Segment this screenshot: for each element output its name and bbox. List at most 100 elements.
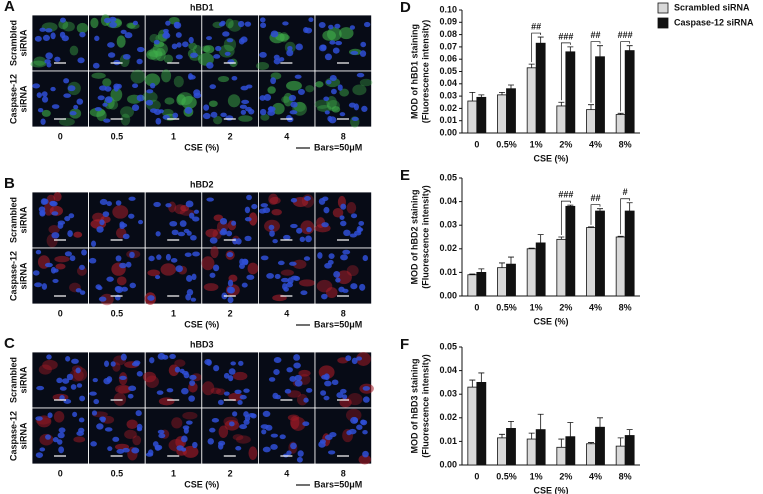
column-label: 2 (228, 308, 233, 318)
nucleus (324, 434, 333, 441)
nucleus (184, 107, 193, 114)
stain (113, 392, 127, 406)
nucleus (206, 197, 214, 202)
nucleus (77, 57, 85, 64)
error-bar (537, 36, 544, 44)
nucleus (348, 102, 356, 108)
nucleus (237, 400, 243, 405)
stain (210, 246, 219, 259)
bar (476, 96, 487, 134)
nucleus (263, 93, 272, 101)
nucleus (232, 411, 238, 417)
nucleus (227, 296, 234, 304)
micrograph (314, 247, 372, 305)
nucleus (39, 27, 46, 32)
nucleus (174, 366, 181, 373)
stain (54, 255, 70, 263)
micrograph (144, 191, 203, 249)
nucleus (306, 387, 313, 393)
stain (228, 20, 242, 32)
nucleus (282, 283, 288, 291)
error-bar (499, 92, 505, 95)
bar (624, 210, 635, 297)
stain (314, 99, 330, 109)
stain (272, 102, 285, 115)
x-tick-label: 0 (474, 471, 479, 481)
bar (506, 88, 516, 134)
nucleus (321, 293, 328, 300)
nucleus (46, 354, 52, 360)
nucleus (39, 447, 46, 452)
nucleus (122, 447, 130, 453)
nucleus (218, 22, 225, 27)
micrograph (31, 351, 89, 409)
nucleus (260, 17, 266, 23)
legend-label: Scrambled siRNA (674, 2, 750, 12)
error-bar (597, 417, 603, 428)
nucleus (212, 264, 220, 272)
nucleus (149, 82, 156, 89)
nucleus (93, 398, 100, 405)
nucleus (240, 36, 248, 43)
nucleus (340, 254, 348, 261)
nucleus (290, 275, 299, 280)
nucleus (335, 277, 341, 283)
nucleus (304, 195, 311, 201)
stain (322, 30, 336, 41)
stain (331, 106, 341, 113)
nucleus (308, 17, 314, 23)
nucleus (59, 394, 65, 401)
nucleus (229, 421, 235, 427)
nucleus (356, 424, 363, 430)
nucleus (228, 286, 236, 294)
stain (42, 359, 58, 370)
nucleus (157, 429, 165, 434)
nucleus (129, 282, 136, 289)
error-bar (558, 101, 565, 106)
nucleus (44, 262, 53, 268)
error-bar (617, 437, 624, 447)
nucleus (303, 26, 309, 34)
nucleus (76, 430, 84, 436)
bar (526, 248, 537, 297)
x-tick-label: 0 (474, 139, 479, 149)
nucleus (260, 203, 269, 208)
error-bar (567, 46, 574, 52)
nucleus (75, 367, 81, 374)
micrograph (88, 407, 146, 465)
nucleus (189, 374, 197, 380)
nucleus (240, 109, 247, 115)
panel-letter: B (4, 175, 15, 192)
column-label: 0.5 (111, 131, 124, 141)
row-label: Scrambled (8, 20, 18, 66)
nucleus (329, 75, 337, 82)
nucleus (176, 445, 184, 451)
nucleus (328, 253, 335, 259)
nucleus (243, 419, 250, 425)
x-label: CSE (%) (184, 142, 219, 152)
nucleus (340, 220, 347, 227)
nucleus (359, 283, 366, 291)
bar (467, 274, 478, 297)
nucleus (241, 258, 249, 265)
nucleus (273, 368, 280, 376)
stain (202, 381, 215, 396)
nucleus (165, 253, 171, 261)
nucleus (360, 41, 367, 48)
nucleus (272, 238, 278, 244)
error-bar (499, 262, 505, 268)
nucleus (270, 433, 279, 438)
nucleus (342, 249, 351, 255)
stain (91, 72, 106, 79)
nucleus (290, 198, 298, 203)
nucleus (269, 230, 275, 237)
nucleus (158, 433, 166, 439)
micrograph (144, 407, 203, 465)
nucleus (335, 40, 343, 46)
stain (100, 293, 114, 306)
stain (76, 22, 89, 34)
nucleus (94, 35, 100, 42)
stain (38, 364, 52, 375)
significance-bracket (560, 200, 571, 235)
nucleus (334, 23, 341, 29)
